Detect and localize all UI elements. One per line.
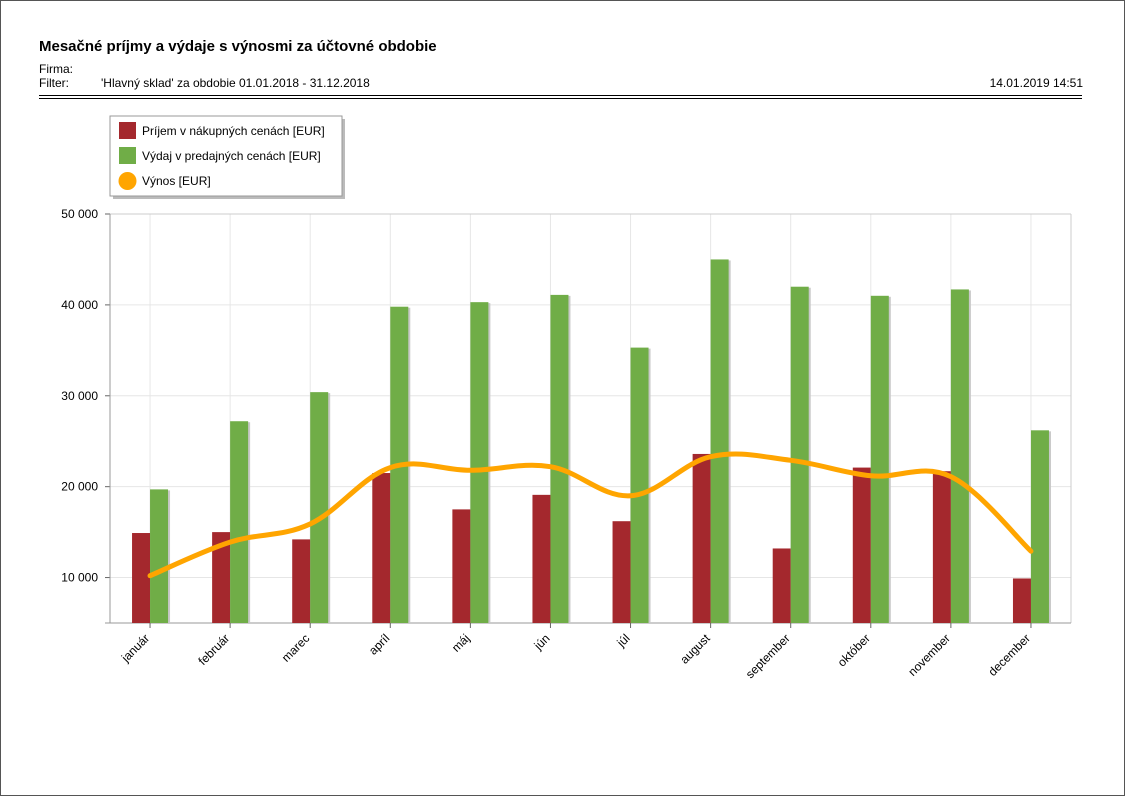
bar-0-10: [932, 471, 951, 623]
series-line-vynos: [147, 451, 1034, 579]
x-tick-label: august: [677, 631, 713, 667]
report-title: Mesačné príjmy a výdaje s výnosmi za účt…: [39, 38, 437, 55]
x-tick-label: február: [195, 631, 232, 668]
bar-1-1: [230, 421, 249, 623]
x-tick-label: október: [835, 631, 873, 669]
y-tick-label: 30 000: [61, 389, 98, 403]
bar-1-8: [790, 286, 809, 623]
bar-0-0: [132, 533, 151, 623]
x-tick-label: júl: [614, 631, 633, 650]
bar-1-7: [710, 259, 729, 623]
x-tick-label: december: [985, 631, 1033, 679]
header-rule-top: [39, 95, 1082, 96]
legend-swatch-1: [119, 147, 136, 164]
y-tick-label: 40 000: [61, 298, 98, 312]
legend-label-1: Výdaj v predajných cenách [EUR]: [142, 149, 321, 163]
bar-0-9: [852, 467, 871, 623]
bar-0-5: [532, 494, 551, 623]
legend-swatch-0: [119, 122, 136, 139]
report-timestamp: 14.01.2019 14:51: [989, 76, 1083, 90]
legend-label-2: Výnos [EUR]: [142, 174, 211, 188]
bar-0-2: [292, 539, 311, 623]
bar-1-11: [1030, 430, 1049, 623]
bar-1-5: [550, 294, 569, 623]
y-tick-label: 20 000: [61, 480, 98, 494]
bar-0-1: [212, 532, 231, 623]
bar-0-11: [1012, 578, 1031, 623]
y-tick-label: 10 000: [61, 571, 98, 585]
filter-value: 'Hlavný sklad' za obdobie 01.01.2018 - 3…: [101, 76, 370, 90]
bar-0-7: [692, 453, 711, 623]
header-rule-bottom: [39, 98, 1082, 99]
filter-label: Filter:: [39, 76, 69, 90]
bar-1-6: [630, 347, 649, 623]
bar-1-4: [470, 302, 489, 623]
x-tick-label: november: [905, 631, 953, 679]
bar-0-3: [372, 473, 391, 623]
x-tick-label: január: [118, 631, 152, 665]
legend-label-0: Príjem v nákupných cenách [EUR]: [142, 124, 325, 138]
x-tick-label: máj: [449, 631, 473, 655]
firma-label: Firma:: [39, 62, 73, 76]
y-tick-label: 50 000: [61, 207, 98, 221]
legend: Príjem v nákupných cenách [EUR] Výdaj v p…: [109, 115, 345, 199]
x-tick-label: jún: [531, 631, 553, 653]
bar-1-9: [870, 295, 889, 623]
bar-1-0: [150, 489, 169, 623]
legend-swatch-2: [118, 172, 137, 190]
x-tick-label: september: [743, 631, 793, 681]
bar-1-10: [950, 289, 969, 623]
legend-box: [109, 115, 343, 197]
x-tick-label: apríl: [366, 631, 392, 657]
x-tick-label: marec: [279, 631, 312, 664]
bar-0-8: [772, 548, 791, 623]
bar-0-4: [452, 509, 471, 623]
bar-1-2: [310, 392, 329, 623]
bar-0-6: [612, 521, 631, 623]
